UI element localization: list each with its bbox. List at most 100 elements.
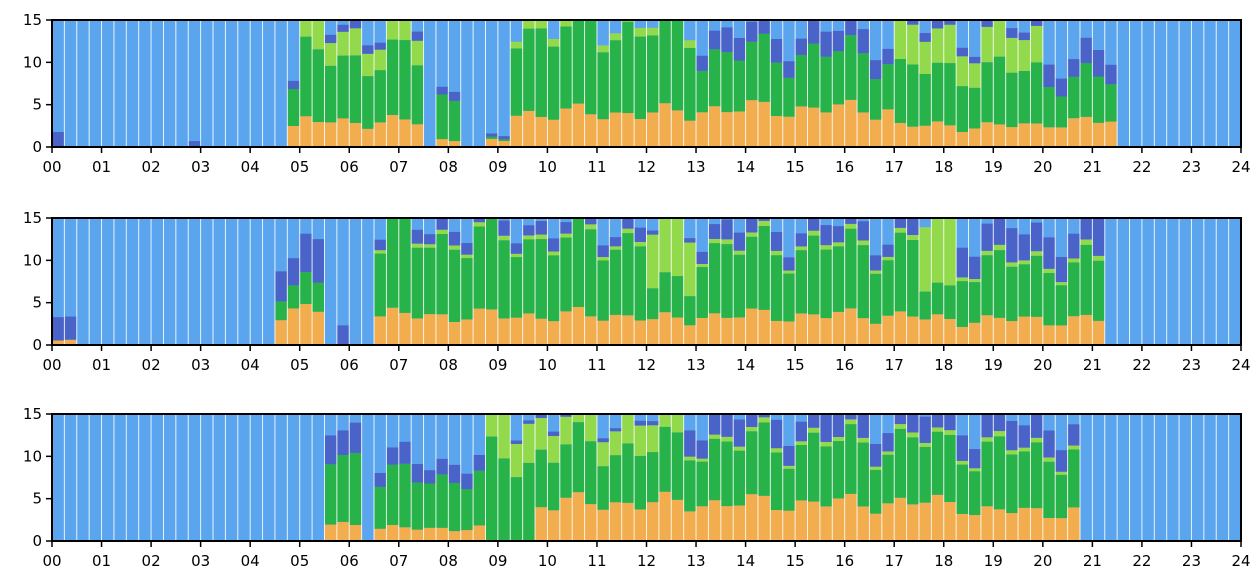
bar-segment-blue [1079, 218, 1093, 240]
bar-segment-green [832, 51, 845, 105]
bar-segment-light_green [1055, 282, 1068, 286]
bar-segment-light_green [1055, 471, 1068, 475]
bar-segment-blue [535, 414, 548, 419]
bar-segment-blue [287, 258, 300, 286]
bar-segment-orange [522, 313, 536, 345]
bar-segment-light_green [535, 20, 548, 29]
bar-segment-orange [1018, 507, 1031, 541]
bar-segment-green [1067, 76, 1080, 119]
bar-segment-light_green [819, 245, 833, 250]
bar-segment-green [671, 20, 684, 111]
bar-segment-blue [1092, 218, 1105, 256]
bar-segment-green [745, 236, 758, 309]
bar-segment-green [535, 449, 548, 508]
bar-segment-blue [795, 233, 808, 247]
bar-segment-light_green [510, 443, 523, 478]
bar-segment-green [547, 46, 560, 120]
bar-segment-orange [1042, 127, 1056, 147]
bar-segment-blue [435, 86, 449, 95]
bar-segment-blue [819, 225, 833, 246]
bar-segment-orange [745, 308, 758, 345]
bar-segment-blue [720, 27, 734, 53]
bar-segment-blue [819, 31, 833, 57]
bar-segment-orange [312, 122, 325, 147]
bar-segment-orange [844, 308, 858, 345]
bar-segment-blue [683, 430, 697, 457]
bar-segment-green [894, 59, 907, 123]
bar-segment-green [398, 40, 412, 120]
bar-segment-green [807, 235, 820, 315]
bar-segment-light_green [547, 251, 560, 256]
x-tick-label: 13 [686, 552, 705, 570]
bar-segment-light_green [448, 245, 461, 250]
bar-segment-green [423, 247, 436, 315]
bar-segment-green [931, 431, 944, 495]
bar-segment-green [398, 463, 412, 528]
bar-segment-blue [980, 414, 994, 438]
bar-segment-blue [1030, 414, 1043, 438]
bar-segment-blue [795, 38, 808, 55]
x-tick-label: 18 [934, 552, 953, 570]
bar-segment-light_green [708, 434, 721, 439]
bar-segment-light_green [683, 242, 697, 297]
bar-segment-light_green [634, 425, 647, 456]
bar-segment-orange [857, 112, 870, 147]
bar-segment-blue [435, 458, 449, 475]
x-tick-label: 23 [1182, 356, 1201, 374]
bar-segment-orange [956, 513, 969, 541]
bar-segment-light_green [1018, 40, 1031, 71]
bar-segment-orange [52, 340, 65, 345]
bar-segment-light_green [745, 232, 758, 237]
bar-segment-green [510, 48, 523, 116]
bar-segment-green [411, 65, 424, 125]
bar-segment-light_green [559, 416, 573, 445]
bar-segment-blue [770, 39, 783, 63]
bar-segment-light_green [869, 270, 882, 274]
bar-segment-blue [857, 221, 870, 241]
bar-segment-blue [596, 438, 610, 443]
bar-segment-green [485, 136, 498, 139]
bar-segment-green [1005, 454, 1019, 514]
bar-segment-green [609, 249, 622, 315]
bar-segment-light_green [510, 253, 523, 258]
bar-segment-orange [733, 505, 746, 541]
bar-segment-blue [745, 21, 758, 42]
bar-segment-orange [411, 318, 424, 345]
bar-segment-green [683, 296, 697, 326]
bar-segment-orange [1005, 321, 1019, 345]
x-tick-label: 20 [1033, 356, 1052, 374]
bar-segment-green [720, 52, 734, 113]
bar-segment-green [386, 464, 399, 525]
bar-segment-light_green [398, 20, 412, 41]
bar-segment-green [733, 60, 746, 112]
bar-segment-light_green [696, 263, 709, 268]
bar-segment-blue [559, 414, 573, 417]
bar-segment-blue [906, 218, 919, 236]
bar-segment-blue [943, 414, 957, 431]
bar-segment-green [1042, 87, 1056, 128]
bar-segment-orange [943, 318, 957, 345]
bar-segment-orange [312, 311, 325, 345]
x-tick-label: 15 [786, 158, 805, 176]
bar-segment-orange [324, 122, 337, 147]
bar-segment-light_green [646, 425, 659, 453]
bar-segment-orange [423, 527, 436, 541]
bar-segment-orange [510, 115, 523, 147]
bar-segment-green [745, 431, 758, 495]
bar-segment-green [819, 56, 833, 113]
bar-segment-orange [993, 317, 1006, 345]
bar-segment-light_green [609, 431, 622, 456]
bar-segment-light_green [510, 41, 523, 49]
bar-segment-green [943, 434, 957, 502]
bar-segment-light_green [931, 218, 944, 283]
bar-segment-blue [918, 416, 932, 443]
bar-segment-light_green [1005, 262, 1019, 267]
bar-segment-blue [411, 229, 424, 244]
bar-segment-light_green [646, 234, 659, 289]
bar-segment-light_green [745, 426, 758, 432]
bar-segment-green [1018, 70, 1031, 124]
bar-segment-green [324, 464, 337, 525]
bar-segment-blue [448, 464, 461, 483]
bar-segment-light_green [1030, 251, 1043, 256]
